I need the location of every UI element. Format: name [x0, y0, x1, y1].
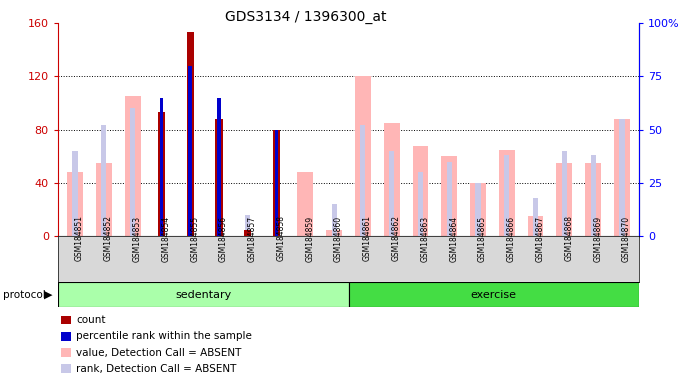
Bar	[504, 155, 509, 236]
Bar	[533, 198, 538, 236]
Bar	[275, 129, 278, 236]
Bar	[475, 183, 481, 236]
Bar	[562, 151, 567, 236]
Text: GSM184853: GSM184853	[133, 215, 141, 262]
Bar	[556, 163, 573, 236]
Text: GSM184857: GSM184857	[248, 215, 257, 262]
Text: GSM184870: GSM184870	[622, 215, 631, 262]
Text: GSM184851: GSM184851	[75, 215, 84, 262]
Bar	[447, 162, 452, 236]
Bar	[590, 155, 596, 236]
Text: GSM184858: GSM184858	[277, 215, 286, 262]
Bar	[585, 163, 601, 236]
Text: count: count	[76, 315, 105, 325]
FancyBboxPatch shape	[348, 282, 639, 307]
Bar	[216, 119, 222, 236]
Text: GSM184868: GSM184868	[564, 215, 573, 262]
Text: GSM184862: GSM184862	[392, 215, 401, 262]
Bar	[528, 216, 543, 236]
Bar	[160, 98, 163, 236]
Bar	[73, 151, 78, 236]
Bar	[499, 150, 515, 236]
Bar	[101, 125, 107, 236]
Bar	[418, 172, 423, 236]
Text: GSM184865: GSM184865	[478, 215, 487, 262]
Text: GSM184863: GSM184863	[420, 215, 430, 262]
Text: ▶: ▶	[44, 290, 52, 300]
Text: GSM184856: GSM184856	[219, 215, 228, 262]
Text: GSM184867: GSM184867	[536, 215, 545, 262]
Bar	[355, 76, 371, 236]
Text: GSM184855: GSM184855	[190, 215, 199, 262]
Text: GDS3134 / 1396300_at: GDS3134 / 1396300_at	[225, 10, 387, 23]
Bar	[96, 163, 112, 236]
FancyBboxPatch shape	[58, 282, 348, 307]
Bar	[130, 108, 135, 236]
Text: value, Detection Call = ABSENT: value, Detection Call = ABSENT	[76, 348, 241, 358]
Text: percentile rank within the sample: percentile rank within the sample	[76, 331, 252, 341]
Text: protocol: protocol	[3, 290, 46, 300]
Bar	[67, 172, 83, 236]
Bar	[332, 204, 337, 236]
Text: GSM184869: GSM184869	[593, 215, 602, 262]
Bar	[389, 151, 394, 236]
Text: GSM184866: GSM184866	[507, 215, 516, 262]
Bar	[614, 119, 630, 236]
Bar	[470, 183, 486, 236]
Text: GSM184859: GSM184859	[305, 215, 314, 262]
Text: sedentary: sedentary	[175, 290, 231, 300]
Bar	[244, 230, 252, 236]
Bar	[124, 96, 141, 236]
Text: GSM184852: GSM184852	[104, 215, 113, 262]
Text: GSM184860: GSM184860	[334, 215, 343, 262]
Text: GSM184854: GSM184854	[161, 215, 171, 262]
Bar	[217, 98, 221, 236]
Text: exercise: exercise	[471, 290, 517, 300]
Text: GSM184861: GSM184861	[363, 215, 372, 262]
Bar	[413, 146, 428, 236]
Bar	[326, 230, 342, 236]
Bar	[441, 156, 457, 236]
Bar	[297, 172, 313, 236]
Bar	[273, 129, 280, 236]
Bar	[186, 32, 194, 236]
Bar	[245, 215, 250, 236]
Bar	[158, 112, 165, 236]
Bar	[188, 66, 192, 236]
Bar	[619, 119, 624, 236]
Bar	[360, 125, 365, 236]
Bar	[384, 123, 400, 236]
Text: rank, Detection Call = ABSENT: rank, Detection Call = ABSENT	[76, 364, 237, 374]
Text: GSM184864: GSM184864	[449, 215, 458, 262]
